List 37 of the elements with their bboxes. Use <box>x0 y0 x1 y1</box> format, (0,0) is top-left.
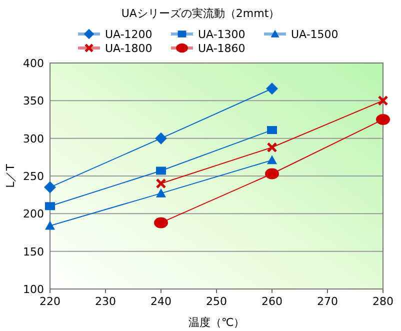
x-tick-label: 270 <box>317 295 338 308</box>
y-axis-title: L／T <box>4 164 17 188</box>
x-axis-title: 温度（℃） <box>188 316 245 329</box>
y-tick-label: 100 <box>23 283 44 296</box>
legend-label: UA-1800 <box>105 42 152 55</box>
x-tick-label: 220 <box>40 295 60 308</box>
x-tick-label: 280 <box>372 295 394 308</box>
point <box>267 155 277 164</box>
point <box>156 178 166 189</box>
point <box>156 188 166 198</box>
y-tick-label: 350 <box>23 94 44 108</box>
point <box>266 82 278 95</box>
point <box>265 168 279 180</box>
y-tick-label: 400 <box>23 57 44 70</box>
point <box>266 142 278 153</box>
legend-label: UA-1200 <box>105 28 152 41</box>
x-tick-label: 250 <box>206 295 227 308</box>
point <box>45 220 55 230</box>
y-tick-label: 300 <box>23 132 44 146</box>
legend-label: UA-1500 <box>291 28 338 41</box>
point <box>44 181 56 194</box>
legend-label: UA-1860 <box>198 42 246 55</box>
x-tick-label: 240 <box>150 295 172 308</box>
point <box>45 202 55 210</box>
point <box>376 114 390 125</box>
x-tick-label: 230 <box>95 295 116 308</box>
chart-title: UAシリーズの実流動（2mmt） <box>121 7 280 20</box>
point <box>156 166 166 175</box>
point <box>154 217 168 228</box>
y-tick-label: 150 <box>23 245 44 258</box>
legend-label: UA-1300 <box>198 28 246 41</box>
point <box>267 126 277 134</box>
point <box>155 132 167 144</box>
y-tick-label: 250 <box>23 170 44 183</box>
x-tick-label: 260 <box>262 295 282 308</box>
point <box>378 95 388 106</box>
y-tick-label: 200 <box>23 208 44 221</box>
